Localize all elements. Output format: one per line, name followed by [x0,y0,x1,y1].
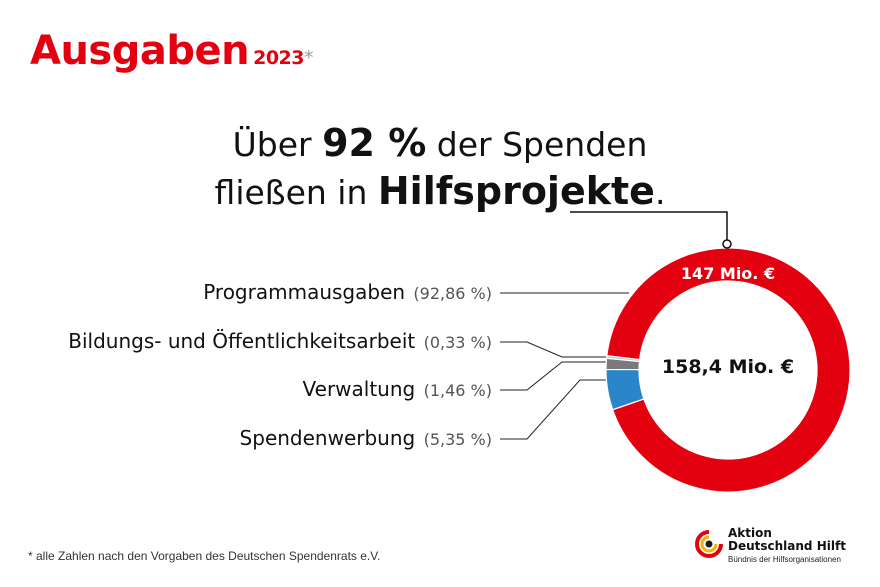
logo-line-1: Aktion [728,526,772,540]
logo-line-3: Bündnis der Hilfsorganisationen [728,555,841,564]
headline-line-1: Über 92 % der Spenden [140,120,740,168]
logo-line-2: Deutschland Hilft [728,539,846,553]
legend-label: Programmausgaben [203,280,406,304]
headline-highlight-projects: Hilfsprojekte [377,169,655,213]
segment-value-label: 147 Mio. € [681,264,775,283]
leader-bildung [500,341,606,358]
donut-segment-programmausgaben [606,247,851,493]
logo: Aktion Deutschland Hilft Bündnis der Hil… [694,527,874,577]
legend-label: Spendenwerbung [239,426,416,450]
donut-segment-bildungs-und-öffentlichkeitsarbeit [605,355,641,363]
headline-text: fließen in [214,173,378,212]
page-title: Ausgaben 2023* [30,28,314,74]
leader-verwaltung [500,361,606,391]
legend-verwaltung: Verwaltung (1,46 %) [303,377,492,401]
headline-text: . [654,173,666,212]
headline-line-2: fließen in Hilfsprojekte. [140,168,740,216]
footnote: * alle Zahlen nach den Vorgaben des Deut… [28,549,381,563]
title-text: Ausgaben [30,28,250,74]
headline-text: der Spenden [426,125,648,164]
legend-percent: (5,35 %) [423,430,492,449]
legend-programmausgaben: Programmausgaben (92,86 %) [203,280,492,304]
headline-pointer-dot [722,239,732,249]
headline-pointer-line [570,211,728,241]
legend-percent: (0,33 %) [423,333,492,352]
headline-text: Über [232,125,323,164]
title-year: 2023 [253,47,304,69]
legend-spendenwerbung: Spendenwerbung (5,35 %) [240,426,492,450]
logo-mark-icon [695,530,723,558]
headline-highlight-percent: 92 % [322,121,427,165]
headline: Über 92 % der Spenden fließen in Hilfspr… [140,120,740,216]
leader-spendenwerbung [500,379,606,440]
donut-segments [605,247,851,493]
title-asterisk: * [304,47,314,69]
donut-total-label: 158,4 Mio. € [662,356,794,378]
legend-label: Bildungs- und Öffentlichkeitsarbeit [68,329,416,353]
legend-bildung: Bildungs- und Öffentlichkeitsarbeit (0,3… [68,329,492,353]
legend-percent: (1,46 %) [423,381,492,400]
leader-lines [500,292,629,440]
legend-percent: (92,86 %) [413,284,492,303]
legend-label: Verwaltung [302,377,416,401]
